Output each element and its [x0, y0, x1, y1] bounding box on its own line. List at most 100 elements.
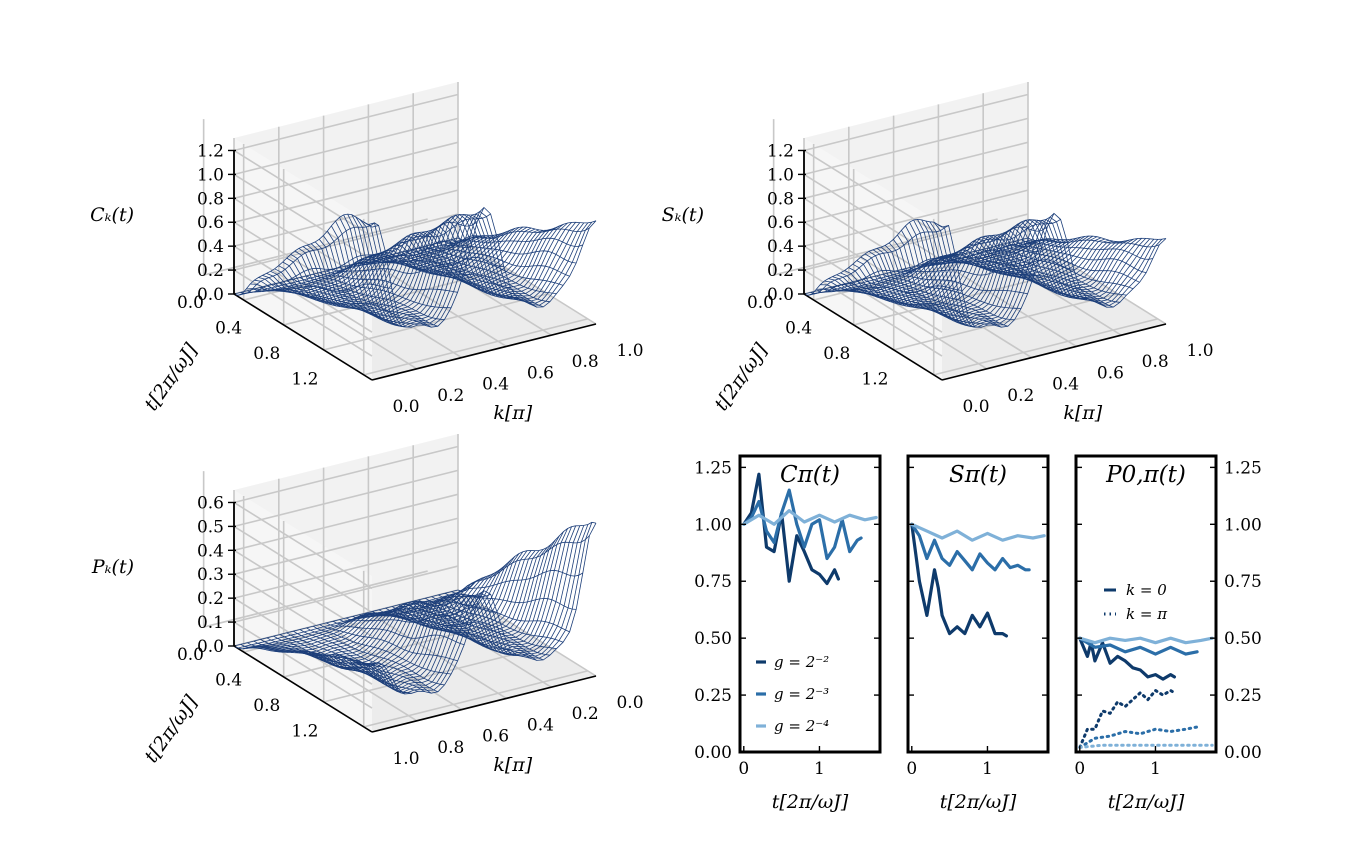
legend-label: g = 2⁻³	[774, 685, 829, 703]
k-tick-label: 0.6	[1097, 363, 1124, 383]
surface-line-t	[238, 591, 463, 649]
k-tick-label: 1.0	[616, 341, 643, 361]
series-group	[910, 522, 1046, 638]
surface-line-t	[367, 522, 593, 694]
t-axis-label: t[2π/ωJ]	[140, 339, 202, 415]
series-line	[1078, 636, 1176, 681]
series-group	[742, 472, 878, 586]
x-axis-label: t[2π/ωJ]	[772, 791, 849, 813]
k-tick-label: 0.0	[616, 693, 643, 713]
k-axis-label: k[π]	[1063, 402, 1102, 424]
grid-line	[203, 218, 428, 276]
z-tick-label: 0.2	[197, 589, 224, 609]
t-tick-label: 0.4	[785, 319, 812, 339]
surface-line-t	[355, 525, 581, 691]
grid-line	[803, 165, 1029, 224]
y-tick-label: 1.00	[694, 515, 732, 535]
grid-line	[233, 565, 459, 623]
t-tick-label: 0.8	[823, 344, 850, 364]
grid-line	[323, 293, 548, 351]
k-tick-label: 0.2	[437, 386, 464, 406]
y-tick-label: 0.50	[1224, 629, 1262, 649]
z-tick-label: 0.5	[197, 517, 224, 537]
grid-line	[457, 237, 597, 325]
y-tick-label: 0.75	[1224, 572, 1262, 592]
surface-line-t	[921, 219, 1146, 325]
k-tick-label: 0.6	[482, 727, 509, 747]
grid-line	[233, 197, 373, 285]
surface-plot-pk: 0.0 0.1 0.2 0.3 0.4 0.5 0.6 Pₖ(t) 0.0 0.4 0.8 1.2 t[…	[91, 434, 644, 776]
z-tick-label: 1.2	[197, 141, 224, 161]
y-tick-label: 0.00	[694, 743, 732, 763]
series-line	[910, 522, 1008, 638]
t-tick-label: 1.2	[291, 722, 318, 742]
z-tick-label: 0.6	[767, 213, 794, 233]
grid-line	[848, 282, 988, 370]
panel-frame	[906, 454, 1050, 754]
k-tick-label: 0.4	[482, 375, 509, 395]
grid-line	[367, 259, 507, 348]
surface-line-t	[359, 525, 585, 692]
grid-line	[278, 634, 418, 722]
surface-mesh	[233, 206, 597, 328]
grid-line	[233, 541, 459, 599]
panel-title: Sπ(t)	[949, 462, 1007, 488]
grid-line	[803, 141, 1029, 200]
z-tick-label: 0.6	[197, 493, 224, 513]
t-axis-line	[803, 293, 943, 381]
surface-line-t	[286, 229, 512, 303]
surface-line-t	[905, 223, 1130, 319]
grid-line	[937, 259, 1077, 348]
k-tick-label: 0.2	[1007, 386, 1034, 406]
y-tick-label: 0.25	[694, 686, 732, 706]
z-tick-label: 0.4	[767, 237, 794, 257]
grid-line	[233, 141, 459, 200]
grid-line	[233, 517, 459, 576]
z-tick-label: 0.0	[197, 637, 224, 657]
z-axis-label: Pₖ(t)	[91, 556, 134, 578]
t-tick-label: 0.8	[253, 696, 280, 716]
grid-line	[363, 318, 588, 376]
x-axis-label: t[2π/ωJ]	[940, 791, 1017, 813]
grid-line	[233, 469, 459, 528]
legend-label: k = 0	[1126, 581, 1167, 599]
grid-line	[233, 525, 373, 614]
y-tick-label: 0.75	[694, 572, 732, 592]
z-tick-label: 0.4	[197, 541, 224, 561]
surface-line-t	[909, 221, 1134, 321]
panel-frame	[738, 454, 882, 754]
panel-frame	[1074, 454, 1218, 754]
surface-line-t	[347, 213, 572, 323]
t-tick-label: 0.0	[177, 293, 204, 313]
x-tick-label: 0	[738, 759, 749, 779]
surface-line-t	[836, 239, 1061, 296]
x-tick-label: 1	[814, 759, 825, 779]
series-line	[1078, 743, 1214, 749]
grid-line	[283, 268, 508, 326]
y-tick-label: 0.25	[1224, 686, 1262, 706]
surface-line-t	[840, 239, 1065, 297]
line-plot-ppi: P0,π(t) 0 1 t[2π/ωJ] 0.00 0.25 0.50 0.75 1.00 1.2…	[1074, 454, 1262, 813]
surface-line-t	[335, 535, 560, 682]
surface-line-t	[371, 206, 597, 328]
k-tick-label: 0.8	[437, 738, 464, 758]
grid-line	[893, 293, 1118, 351]
series-group	[1078, 636, 1214, 749]
legend-label: g = 2⁻⁴	[774, 717, 829, 735]
z-tick-label: 1.0	[767, 165, 794, 185]
grid-line	[803, 213, 1029, 271]
k-tick-label: 1.0	[392, 749, 419, 769]
surface-line-t	[258, 235, 483, 293]
surface-mesh	[233, 521, 597, 695]
y-tick-label: 0.50	[694, 629, 732, 649]
k-tick-label: 0.8	[1142, 352, 1169, 372]
surface-line-t	[917, 219, 1142, 323]
legend-label: g = 2⁻²	[774, 653, 829, 671]
z-tick-label: 0.4	[197, 237, 224, 257]
x-tick-label: 0	[1074, 759, 1085, 779]
series-line	[742, 472, 840, 586]
grid-line	[278, 282, 418, 370]
z-tick-label: 0.1	[197, 613, 224, 633]
z-tick-label: 0.0	[767, 285, 794, 305]
grid-line	[363, 670, 588, 728]
